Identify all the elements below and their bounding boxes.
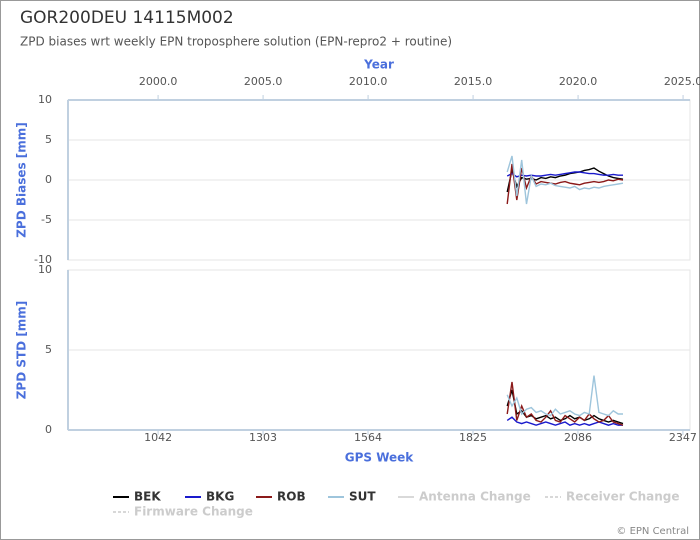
y-tick-label: -5 bbox=[41, 213, 52, 226]
y-tick-label: 0 bbox=[45, 173, 52, 186]
y-tick-label: 10 bbox=[38, 93, 52, 106]
y-tick-label: 5 bbox=[45, 343, 52, 356]
series-line bbox=[506, 155, 624, 205]
x2-tick-label: 2020.0 bbox=[559, 75, 598, 88]
credit: © EPN Central bbox=[616, 526, 689, 537]
series-line bbox=[506, 167, 624, 193]
x2-tick-label: 2000.0 bbox=[139, 75, 178, 88]
x-tick-label: 1564 bbox=[354, 431, 382, 444]
chart-subtitle: ZPD biases wrt weekly EPN troposphere so… bbox=[20, 35, 452, 49]
chart-title: GOR200DEU 14115M002 bbox=[20, 8, 234, 28]
x-tick-label: 2347 bbox=[669, 431, 697, 444]
y-axis-title: ZPD STD [mm] bbox=[15, 301, 29, 400]
y-tick-label: 5 bbox=[45, 133, 52, 146]
x-tick-label: 2086 bbox=[564, 431, 592, 444]
legend-label: SUT bbox=[349, 490, 376, 504]
y-tick-label: -10 bbox=[34, 253, 52, 266]
x2-axis-title: Year bbox=[363, 58, 394, 72]
x-axis-title: GPS Week bbox=[345, 451, 415, 465]
y-tick-label: 10 bbox=[38, 263, 52, 276]
x-tick-label: 1825 bbox=[459, 431, 487, 444]
series-line bbox=[506, 381, 624, 426]
legend-label: BEK bbox=[134, 490, 161, 504]
x2-tick-label: 2015.0 bbox=[454, 75, 493, 88]
x-tick-label: 1042 bbox=[144, 431, 172, 444]
legend-label: Receiver Change bbox=[566, 490, 680, 504]
x2-tick-label: 2005.0 bbox=[244, 75, 283, 88]
y-axis-title: ZPD Biases [mm] bbox=[15, 122, 29, 238]
legend-label: Firmware Change bbox=[134, 505, 253, 519]
series-line bbox=[506, 171, 623, 178]
legend-label: ROB bbox=[277, 490, 306, 504]
series-line bbox=[506, 375, 623, 417]
legend-label: BKG bbox=[206, 490, 234, 504]
x-tick-label: 1303 bbox=[249, 431, 277, 444]
series-line bbox=[506, 416, 623, 426]
x2-tick-label: 2010.0 bbox=[349, 75, 388, 88]
legend-label: Antenna Change bbox=[419, 490, 531, 504]
y-tick-label: 0 bbox=[45, 423, 52, 436]
series-line bbox=[506, 163, 624, 205]
x2-tick-label: 2025.0 bbox=[664, 75, 700, 88]
